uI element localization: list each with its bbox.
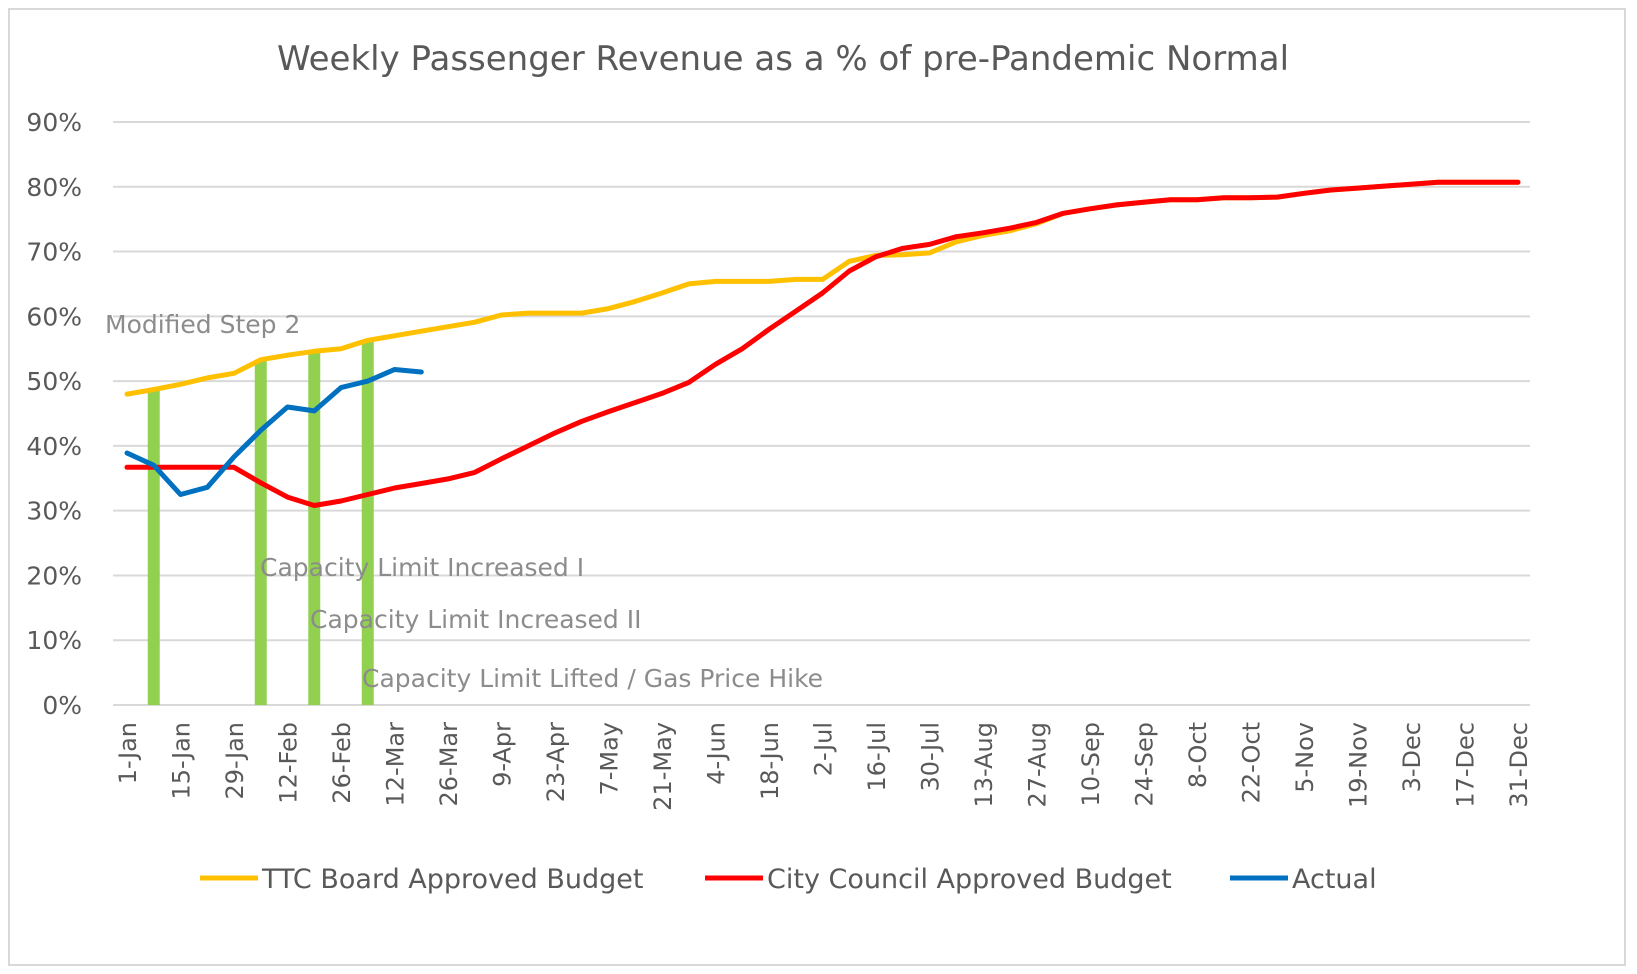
event-bar [361,340,374,705]
x-tick-label: 26-Mar [435,722,463,807]
series-lines [124,179,1521,508]
x-axis-ticks: 1-Jan 15-Jan 29-Jan 12-Feb 26-Feb 12-Mar 26-Ma… [114,722,1533,811]
event-bar [308,351,321,705]
x-tick-label: 4-Jun [703,722,731,785]
y-tick-label: 30% [26,497,82,526]
x-tick-label: 3-Dec [1398,722,1426,792]
x-tick-label: 24-Sep [1131,722,1159,806]
event-annotation: Modified Step 2 [105,310,300,339]
event-bar [147,389,160,705]
x-tick-label: 19-Nov [1345,722,1373,808]
x-tick-label: 26-Feb [328,722,356,804]
x-tick-label: 7-May [596,722,624,796]
x-tick-label: 29-Jan [221,722,249,800]
series-line-ttc-board-approved-budget [124,179,1521,397]
x-tick-label: 13-Aug [970,722,998,808]
x-tick-label: 15-Jan [168,722,196,800]
y-tick-label: 70% [26,238,82,267]
event-annotation: Capacity Limit Increased II [310,605,641,634]
x-tick-label: 16-Jul [863,722,891,792]
y-tick-label: 20% [26,561,82,590]
x-tick-label: 2-Jul [810,722,838,776]
gridlines [113,121,1530,706]
legend-item: TTC Board Approved Budget [200,864,644,895]
x-tick-label: 10-Sep [1077,722,1105,806]
series-line-city-council-approved-budget [124,179,1521,508]
event-annotation: Capacity Limit Lifted / Gas Price Hike [362,664,823,693]
x-tick-label: 30-Jul [917,722,945,792]
y-tick-label: 10% [26,626,82,655]
event-bar [254,359,267,705]
series-line-actual [124,367,424,497]
event-markers [147,340,374,705]
x-tick-label: 27-Aug [1024,722,1052,808]
legend-label: City Council Approved Budget [767,864,1172,895]
legend-item: City Council Approved Budget [705,864,1172,895]
x-tick-label: 23-Apr [542,722,570,802]
chart-frame [8,8,1626,966]
y-tick-label: 50% [26,367,82,396]
y-axis-ticks: 0% 10% 20% 30% 40% 50% 60% 70% 80% 90% [26,108,82,720]
event-annotations: Modified Step 2 Capacity Limit Increased … [105,310,823,693]
legend: TTC Board Approved Budget City Council Ap… [200,864,1377,895]
x-tick-label: 22-Oct [1238,722,1266,803]
y-tick-label: 60% [26,302,82,331]
y-tick-label: 40% [26,432,82,461]
y-tick-label: 80% [26,173,82,202]
x-tick-label: 31-Dec [1505,722,1533,808]
x-tick-label: 5-Nov [1291,722,1319,793]
event-annotation: Capacity Limit Increased I [260,553,584,582]
x-tick-label: 21-May [649,722,677,811]
legend-item: Actual [1230,864,1377,895]
x-tick-label: 18-Jun [756,722,784,800]
x-tick-label: 8-Oct [1184,722,1212,788]
chart-title: Weekly Passenger Revenue as a % of pre-P… [277,39,1289,79]
legend-label: TTC Board Approved Budget [261,864,644,895]
x-tick-label: 17-Dec [1452,722,1480,808]
x-tick-label: 9-Apr [489,722,517,787]
x-tick-label: 12-Mar [382,722,410,807]
legend-label: Actual [1292,864,1377,895]
y-tick-label: 0% [42,691,82,720]
x-tick-label: 12-Feb [275,722,303,804]
y-tick-label: 90% [26,108,82,137]
x-tick-label: 1-Jan [114,722,142,784]
